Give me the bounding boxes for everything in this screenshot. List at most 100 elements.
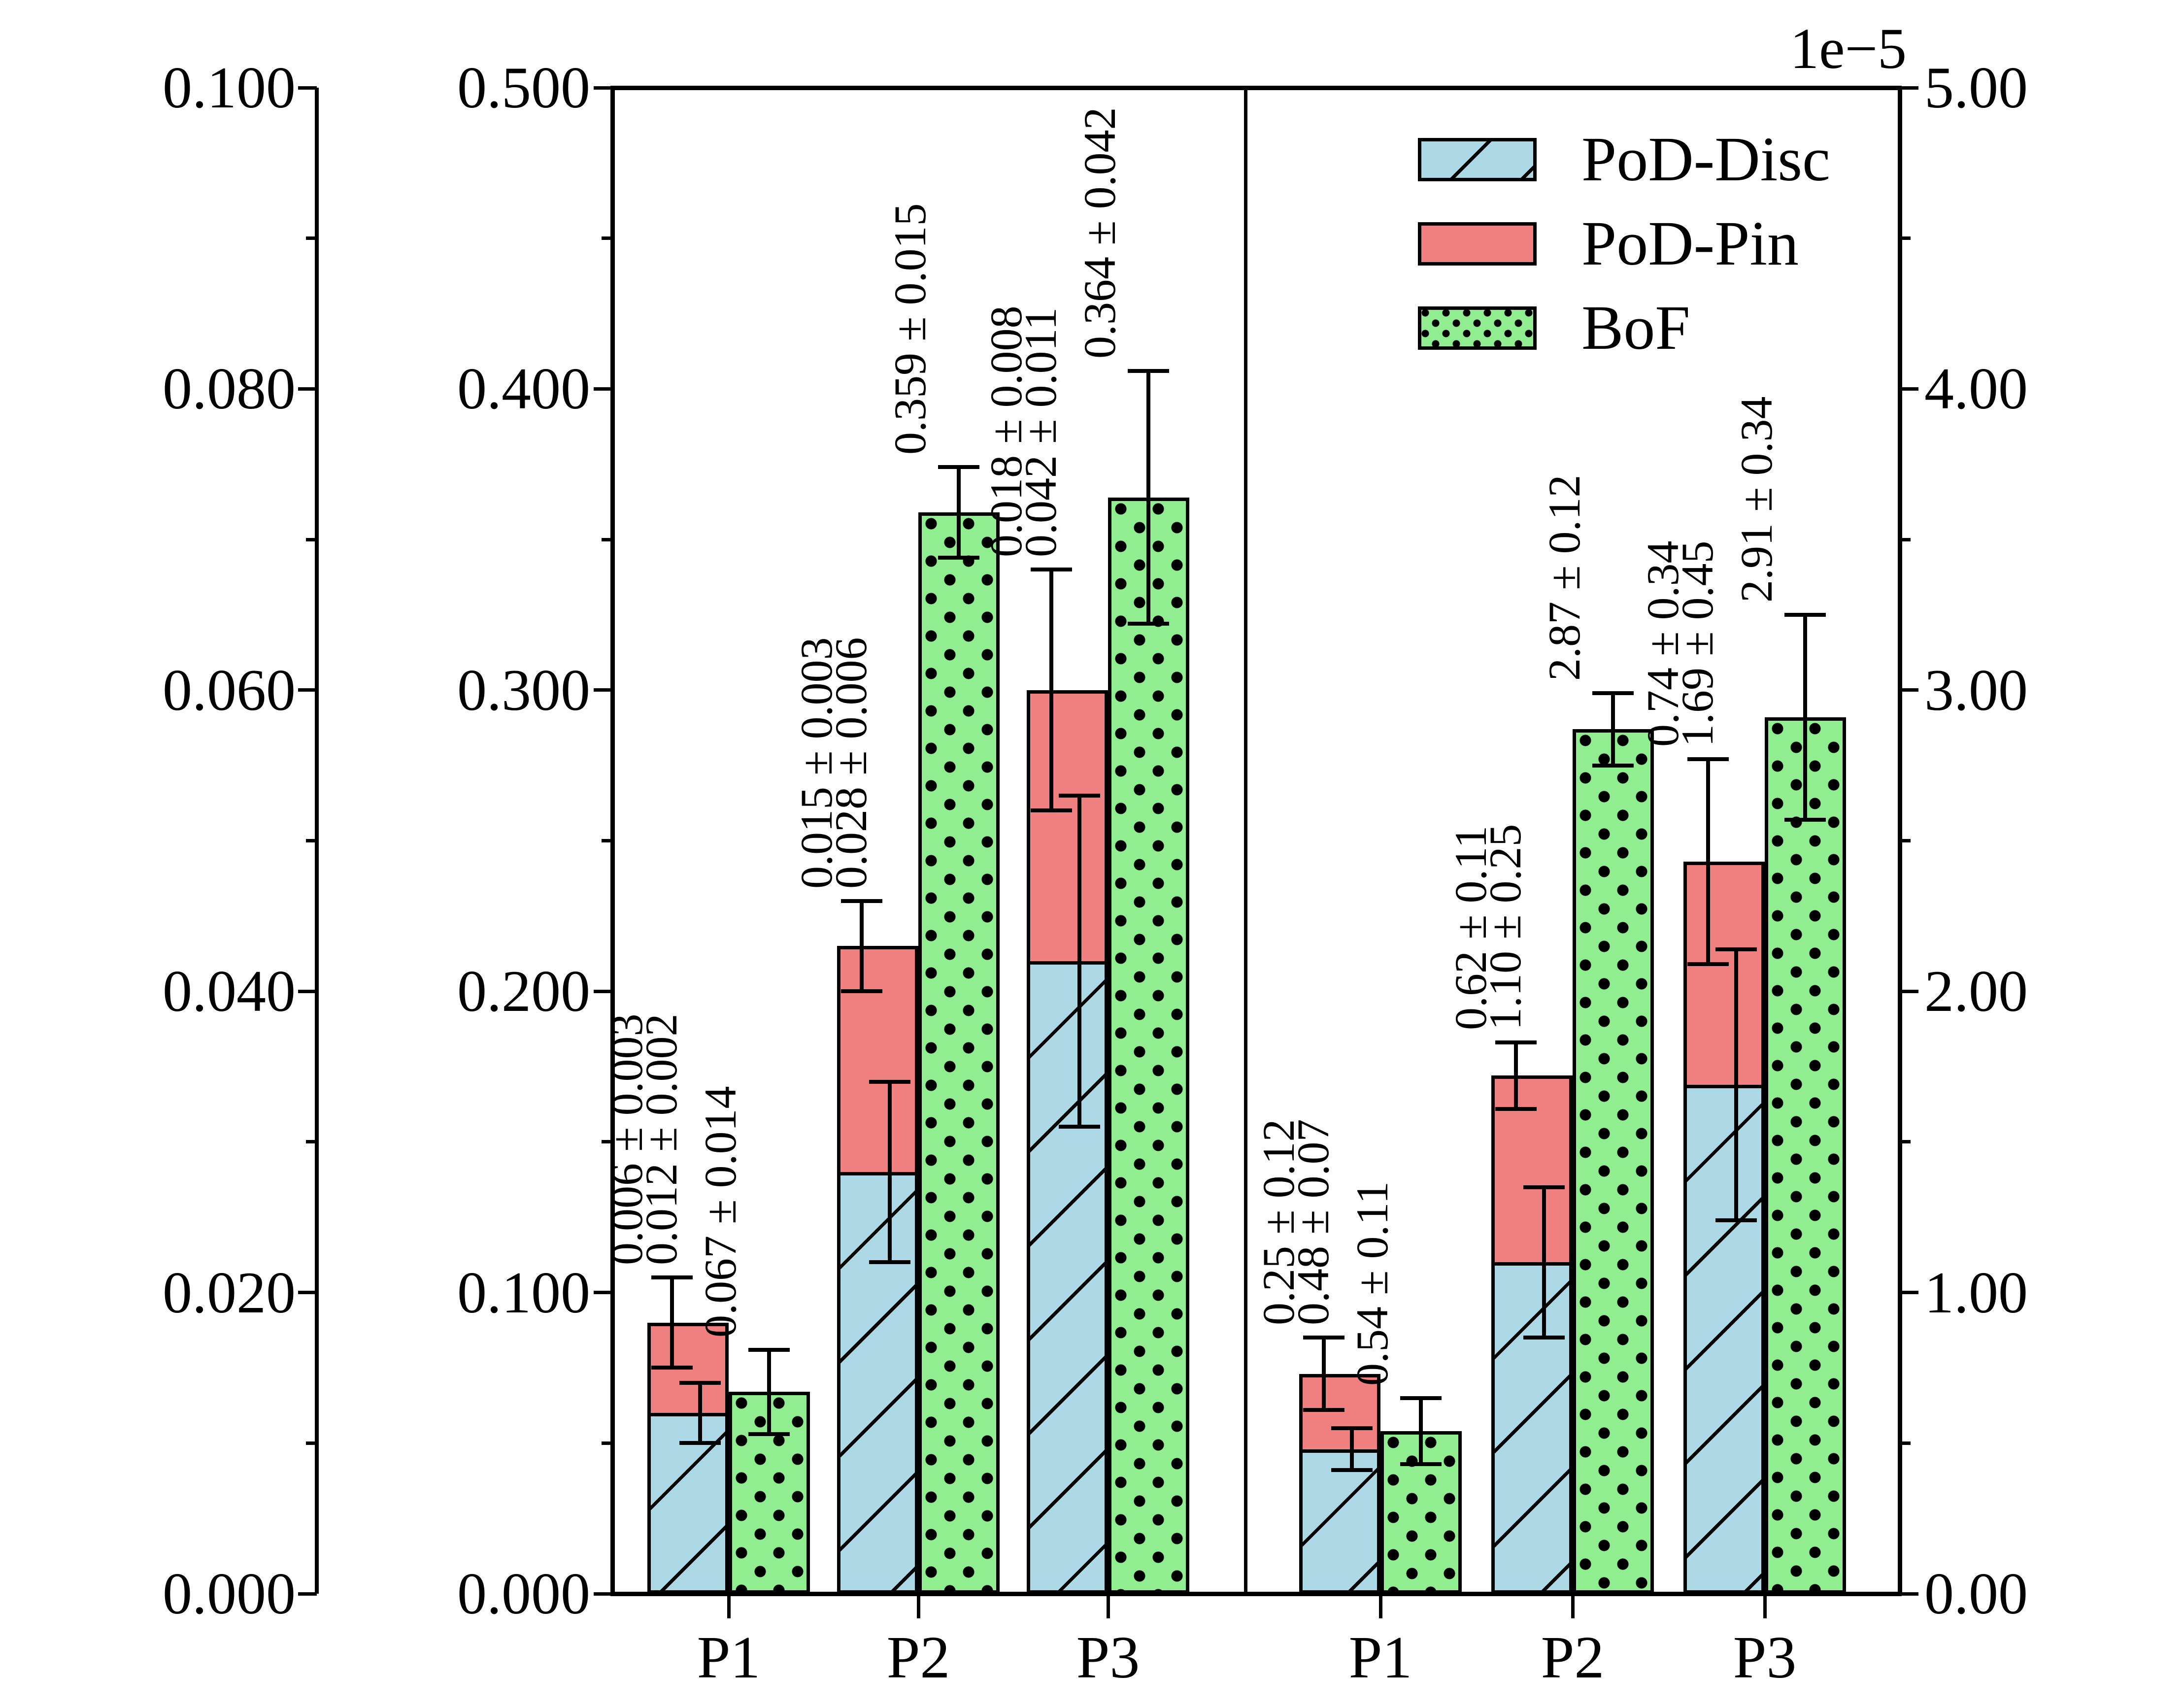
bof-major-tick <box>594 387 612 391</box>
pod-minor-tick <box>306 1441 317 1445</box>
value-label-pod-disc: 1.69 ± 0.45 <box>1672 540 1722 747</box>
pod-disc-errorbar-cap-top <box>1523 1185 1565 1189</box>
bof-minor-tick <box>602 839 612 842</box>
bar-bof <box>1108 497 1189 1594</box>
x-category-label: P2 <box>886 1624 950 1691</box>
wear-major-tick <box>1900 688 1918 692</box>
pod-disc-errorbar-cap-bottom <box>1715 1218 1757 1222</box>
pod-disc-errorbar-cap-top <box>1715 947 1757 951</box>
x-major-tick <box>727 1594 731 1618</box>
bar-pod-disc <box>837 1172 918 1594</box>
pod-pin-errorbar-cap-top <box>651 1275 693 1280</box>
pod-tick-label: 0.060 <box>163 657 296 723</box>
wear-tick-label: 1.00 <box>1924 1259 2028 1325</box>
wear-major-tick <box>1900 1592 1918 1596</box>
pod-disc-errorbar-line <box>1734 949 1738 1220</box>
bof-errorbar-line <box>1611 693 1615 766</box>
x-major-tick <box>1571 1594 1575 1618</box>
value-label-bof: 0.359 ± 0.015 <box>885 203 935 455</box>
panel-divider <box>1244 88 1247 1594</box>
bof-tick-label: 0.300 <box>457 657 590 723</box>
pod-pin-errorbar-cap-bottom <box>841 989 882 994</box>
bof-errorbar-cap-top <box>1128 368 1169 373</box>
wear-major-tick <box>1900 1291 1918 1295</box>
wear-major-tick <box>1900 387 1918 391</box>
value-label-pod-disc: 0.042 ± 0.011 <box>1015 307 1066 558</box>
bof-errorbar-cap-bottom <box>938 555 979 560</box>
bar-bof <box>918 512 1000 1594</box>
bof-errorbar-cap-bottom <box>748 1432 790 1436</box>
pod-disc-errorbar-cap-top <box>1331 1426 1373 1430</box>
bar-pod-disc <box>647 1413 729 1594</box>
legend-swatch-disc <box>1418 138 1537 181</box>
value-label-pod-disc: 0.012 ± 0.002 <box>636 1013 686 1266</box>
wear-minor-tick <box>1900 839 1911 842</box>
pod-pin-errorbar-cap-bottom <box>1303 1408 1344 1412</box>
bof-errorbar-line <box>1419 1398 1423 1465</box>
x-major-tick <box>1106 1594 1110 1618</box>
x-major-tick <box>1378 1594 1382 1618</box>
bar-pod-pin <box>1299 1373 1380 1453</box>
legend-label-pin: PoD-Pin <box>1581 208 1799 278</box>
bar-pod-disc <box>1027 961 1108 1594</box>
pod-disc-errorbar-line <box>1542 1187 1546 1338</box>
pod-tick-label: 0.040 <box>163 958 296 1024</box>
pod-minor-tick <box>306 839 317 842</box>
pod-pin-errorbar-cap-top <box>841 899 882 903</box>
wear-minor-tick <box>1900 236 1911 240</box>
pod-tick-label: 0.100 <box>163 55 296 120</box>
wear-tick-label: 0.00 <box>1924 1561 2028 1626</box>
pod-major-tick <box>298 1592 317 1596</box>
pod-major-tick <box>298 387 317 391</box>
bar-pod-pin <box>1683 862 1765 1088</box>
bof-errorbar-line <box>957 467 961 558</box>
bof-tick-label: 0.000 <box>457 1561 590 1626</box>
bof-major-tick <box>594 1592 612 1596</box>
x-category-label: P3 <box>1076 1624 1140 1691</box>
bar-pod-disc <box>1683 1084 1765 1594</box>
pod-disc-errorbar-line <box>698 1383 702 1443</box>
pod-minor-tick <box>306 537 317 541</box>
wear-tick-label: 4.00 <box>1924 356 2028 422</box>
pod-pin-errorbar-cap-top <box>1495 1040 1537 1045</box>
bof-errorbar-line <box>1803 614 1807 820</box>
legend-label-bof: BoF <box>1581 293 1690 363</box>
bof-errorbar-line <box>1146 370 1150 624</box>
pod-tick-label: 0.020 <box>163 1259 296 1325</box>
pod-pin-errorbar-cap-top <box>1303 1336 1344 1340</box>
pod-tick-label: 0.000 <box>163 1561 296 1626</box>
x-category-label: P3 <box>1733 1624 1797 1691</box>
bof-minor-tick <box>602 537 612 541</box>
bof-errorbar-cap-bottom <box>1128 622 1169 626</box>
legend-label-disc: PoD-Disc <box>1581 124 1830 194</box>
pod-pin-errorbar-line <box>1322 1338 1326 1410</box>
bof-errorbar-cap-top <box>748 1347 790 1352</box>
pod-axis-spine <box>315 88 319 1594</box>
bof-errorbar-cap-top <box>1400 1396 1442 1400</box>
bof-tick-label: 0.100 <box>457 1259 590 1325</box>
pod-major-tick <box>298 86 317 90</box>
pod-disc-errorbar-cap-top <box>1059 793 1100 798</box>
x-category-label: P1 <box>697 1624 761 1691</box>
pod-pin-errorbar-cap-bottom <box>1687 962 1729 967</box>
pod-pin-errorbar-cap-top <box>1687 757 1729 762</box>
bof-minor-tick <box>602 236 612 240</box>
pod-disc-errorbar-cap-bottom <box>1523 1336 1565 1340</box>
wear-minor-tick <box>1900 1140 1911 1144</box>
pod-disc-errorbar-cap-top <box>869 1079 910 1084</box>
pod-major-tick <box>298 989 317 993</box>
pod-disc-errorbar-cap-bottom <box>1059 1125 1100 1129</box>
pod-pin-errorbar-line <box>1514 1042 1518 1109</box>
value-label-bof: 2.87 ± 0.12 <box>1539 474 1589 681</box>
pod-disc-errorbar-line <box>1350 1428 1354 1471</box>
pod-tick-label: 0.080 <box>163 356 296 422</box>
value-label-pod-disc: 1.10 ± 0.25 <box>1480 824 1530 1031</box>
wear-tick-label: 5.00 <box>1924 55 2028 120</box>
bof-errorbar-cap-bottom <box>1592 763 1634 768</box>
bar-bof <box>1765 717 1846 1594</box>
plot-left-spine <box>610 88 615 1594</box>
legend-swatch-pin <box>1418 222 1537 266</box>
value-label-bof: 0.54 ± 0.11 <box>1347 1181 1397 1386</box>
bof-tick-label: 0.400 <box>457 356 590 422</box>
